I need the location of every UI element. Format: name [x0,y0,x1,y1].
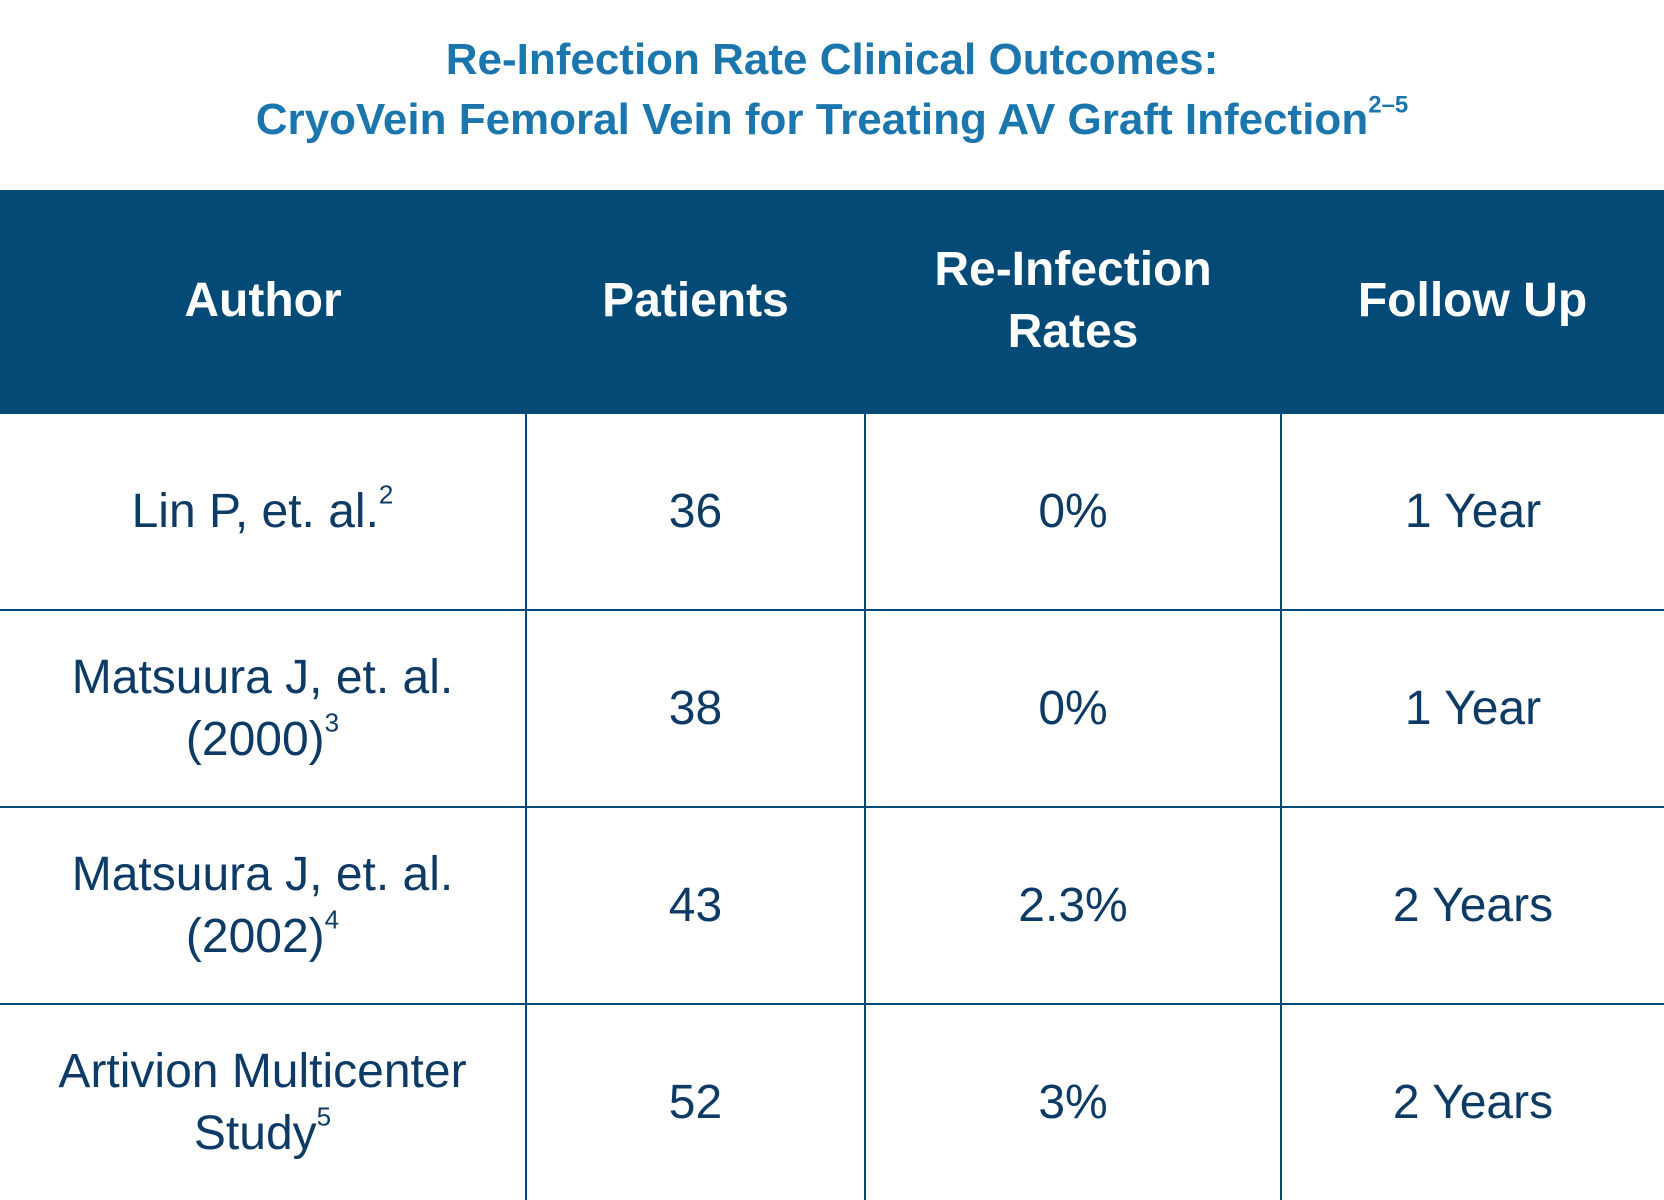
table-row: Lin P, et. al.2 36 0% 1 Year [0,412,1664,611]
author-year-line: (2000)3 [8,709,517,771]
table-row: Matsuura J, et. al. (2002)4 43 2.3% 2 Ye… [0,806,1664,1005]
author-cell: Lin P, et. al.2 [0,412,527,611]
title-line-1: Re-Infection Rate Clinical Outcomes: [445,35,1219,84]
title-line-2: CryoVein Femoral Vein for Treating AV Gr… [0,90,1664,150]
follow-up-cell: 1 Year [1280,609,1664,808]
author-reference: 2 [378,479,394,510]
patients-cell: 43 [525,806,866,1005]
header-reinfection-rates: Re-Infection Rates [865,190,1281,413]
outcomes-table: Author Patients Re-Infection Rates Follo… [0,190,1664,1200]
author-reference: 3 [324,707,340,738]
header-patients: Patients [526,190,865,413]
author-name: Artivion Multicenter [58,1044,467,1098]
patients-cell: 36 [525,412,866,611]
author-name: Matsuura J, et. al. [71,847,454,901]
header-row: Author Patients Re-Infection Rates Follo… [0,190,1664,413]
patients-cell: 52 [525,1003,866,1200]
rate-cell: 3% [864,1003,1282,1200]
title-line-2-text: CryoVein Femoral Vein for Treating AV Gr… [255,95,1369,144]
patients-cell: 38 [525,609,866,808]
author-name: Matsuura J, et. al. [71,650,454,704]
author-name: Lin P, et. al. [131,484,379,538]
author-name-continued: Study [193,1106,317,1160]
rate-cell: 0% [864,412,1282,611]
follow-up-cell: 2 Years [1280,1003,1664,1200]
author-reference: 5 [316,1101,332,1132]
page-title: Re-Infection Rate Clinical Outcomes: Cry… [0,30,1664,150]
author-reference: 4 [324,904,340,935]
author-cell: Matsuura J, et. al. (2000)3 [0,609,527,808]
author-cell: Artivion Multicenter Study5 [0,1003,527,1200]
title-reference: 2–5 [1368,91,1409,119]
follow-up-cell: 2 Years [1280,806,1664,1005]
rate-cell: 0% [864,609,1282,808]
follow-up-cell: 1 Year [1280,412,1664,611]
table-row: Matsuura J, et. al. (2000)3 38 0% 1 Year [0,609,1664,808]
author-cell: Matsuura J, et. al. (2002)4 [0,806,527,1005]
author-year: (2002) [185,909,325,963]
header-follow-up: Follow Up [1281,190,1664,413]
header-author: Author [0,190,526,413]
rate-cell: 2.3% [864,806,1282,1005]
header-reinfection-rates-label: Re-Infection Rates [934,243,1212,358]
author-year-line: (2002)4 [8,906,517,968]
author-year: (2000) [185,712,325,766]
table-row: Artivion Multicenter Study5 52 3% 2 Year… [0,1003,1664,1200]
author-name-line-2: Study5 [8,1103,517,1165]
